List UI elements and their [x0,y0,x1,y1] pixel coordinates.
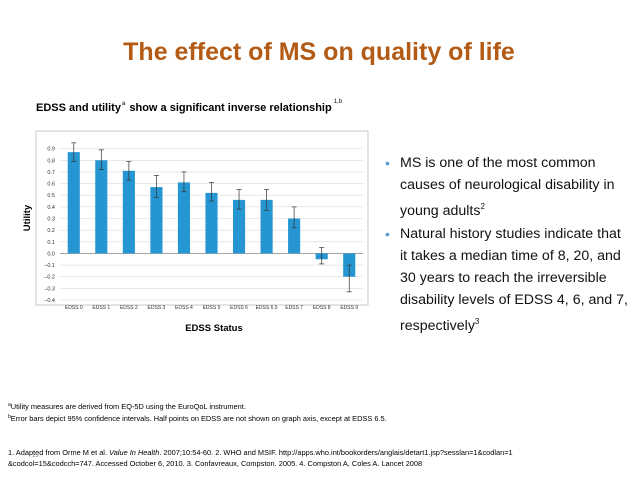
bullet-text: MS is one of the most common causes of n… [400,155,615,220]
y-tick-label: 0.1 [47,240,55,246]
utility-bar-chart: 0.9 0.8 0.7 0.6 0.5 0.4 0.3 0.2 0.1 0.0 –0.1 –0.2 –0… [22,130,369,334]
x-tick-label: EDSS 8 [313,305,331,311]
y-tick-label: 0.0 [47,251,55,257]
y-tick-label: 0.6 [47,182,55,188]
x-tick-label: EDSS 6.5 [256,305,278,311]
y-tick-label: 0.5 [47,193,55,199]
page-number: 13 [32,453,39,459]
chart-heading-sup: a [121,101,126,107]
bullet-ref: 3 [474,317,480,327]
y-tick-label: 0.4 [47,205,55,211]
chart-heading-refs: 1,b [333,99,343,105]
bar [205,192,218,254]
chart-heading: EDSS and utilitya show a significant inv… [36,99,343,114]
y-tick-label: –0.1 [44,263,55,269]
bullet-icon: • [385,225,390,242]
x-tick-label: EDSS 4 [175,305,193,311]
y-tick-label: –0.3 [44,286,55,292]
bar [260,199,273,254]
bar [150,187,163,254]
footnote-b-mark: b [8,414,11,420]
x-tick-label: EDSS 6 [230,305,248,311]
x-tick-label: EDSS 9 [340,305,358,311]
y-tick-label: 0.9 [47,147,55,153]
references: 1. Adapted from Orme M et al. Value In H… [8,447,628,469]
chart-heading-text-2: show a significant inverse relationship [126,102,332,114]
y-axis-title: Utility [22,204,33,231]
bar [232,199,246,254]
reference-1-prefix: 1. Adapted from Orme M et al. [8,448,110,457]
footnote-b: bError bars depict 95% confidence interv… [8,412,428,424]
bullet-icon: • [385,155,390,171]
footnote-b-text: Error bars depict 95% confidence interva… [10,414,387,423]
slide-title: The effect of MS on quality of life [123,38,515,66]
bar [95,160,108,254]
bar [122,170,135,254]
bullet-ref: 2 [480,202,485,212]
reference-1-rest: . 2007;10:54-60. 2. WHO and MSIF. http:/… [159,448,513,457]
footnote-a-mark: a [8,402,11,408]
x-tick-label: EDSS 5 [203,305,221,311]
bullet-list: • MS is one of the most common causes of … [385,152,630,338]
x-tick-label: EDSS 1 [92,305,110,311]
x-axis-title: EDSS Status [185,323,243,334]
bar [67,152,80,254]
bar [288,218,301,254]
reference-line-2: &codcol=15&codcch=747. Accessed October … [8,459,423,468]
y-tick-label: 0.8 [47,158,55,164]
y-tick-label: 0.3 [47,217,55,223]
bullet-item: • Natural history studies indicate that i… [385,223,630,338]
y-tick-label: –0.2 [44,275,55,281]
reference-line-1: 1. Adapted from Orme M et al. Value In H… [8,447,628,458]
bar [177,182,191,254]
footnotes: aUtility measures are derived from EQ-5D… [8,400,428,424]
y-tick-label: 0.2 [47,228,55,234]
y-tick-label: 0.7 [47,170,55,176]
bullet-item: • MS is one of the most common causes of … [385,152,630,223]
y-tick-label: –0.4 [44,298,55,304]
x-tick-label: EDSS 2 [120,305,138,311]
x-tick-label: EDSS 7 [285,305,303,311]
footnote-a: aUtility measures are derived from EQ-5D… [8,400,428,412]
chart-heading-text: EDSS and utility [36,102,121,114]
chart-frame [35,130,369,306]
bullet-text: Natural history studies indicate that it… [400,225,628,335]
x-tick-label: EDSS 0 [65,305,83,311]
footnote-a-text: Utility measures are derived from EQ-5D … [10,402,246,411]
x-tick-label: EDSS 3 [148,305,166,311]
reference-1-journal: Value In Health [109,448,160,457]
